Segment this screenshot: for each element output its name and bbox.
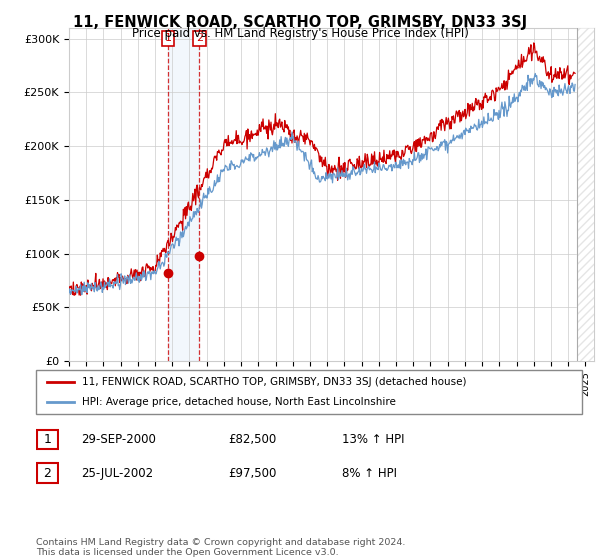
FancyBboxPatch shape bbox=[37, 430, 58, 450]
Text: 25-JUL-2002: 25-JUL-2002 bbox=[81, 466, 153, 480]
Text: 29-SEP-2000: 29-SEP-2000 bbox=[81, 433, 156, 446]
Text: 11, FENWICK ROAD, SCARTHO TOP, GRIMSBY, DN33 3SJ: 11, FENWICK ROAD, SCARTHO TOP, GRIMSBY, … bbox=[73, 15, 527, 30]
Text: 2: 2 bbox=[43, 466, 52, 480]
FancyBboxPatch shape bbox=[36, 370, 582, 414]
Text: 1: 1 bbox=[43, 433, 52, 446]
Text: £97,500: £97,500 bbox=[228, 466, 277, 480]
Text: 8% ↑ HPI: 8% ↑ HPI bbox=[342, 466, 397, 480]
Text: Contains HM Land Registry data © Crown copyright and database right 2024.
This d: Contains HM Land Registry data © Crown c… bbox=[36, 538, 406, 557]
Bar bbox=[577, 28, 594, 361]
Bar bbox=[168, 28, 199, 361]
FancyBboxPatch shape bbox=[37, 463, 58, 483]
Bar bbox=[577, 28, 594, 361]
Text: HPI: Average price, detached house, North East Lincolnshire: HPI: Average price, detached house, Nort… bbox=[82, 397, 396, 407]
Text: 13% ↑ HPI: 13% ↑ HPI bbox=[342, 433, 404, 446]
Text: 1: 1 bbox=[164, 34, 172, 43]
Text: 2: 2 bbox=[196, 34, 203, 43]
Text: Price paid vs. HM Land Registry's House Price Index (HPI): Price paid vs. HM Land Registry's House … bbox=[131, 27, 469, 40]
Text: 11, FENWICK ROAD, SCARTHO TOP, GRIMSBY, DN33 3SJ (detached house): 11, FENWICK ROAD, SCARTHO TOP, GRIMSBY, … bbox=[82, 377, 467, 387]
Text: £82,500: £82,500 bbox=[228, 433, 276, 446]
